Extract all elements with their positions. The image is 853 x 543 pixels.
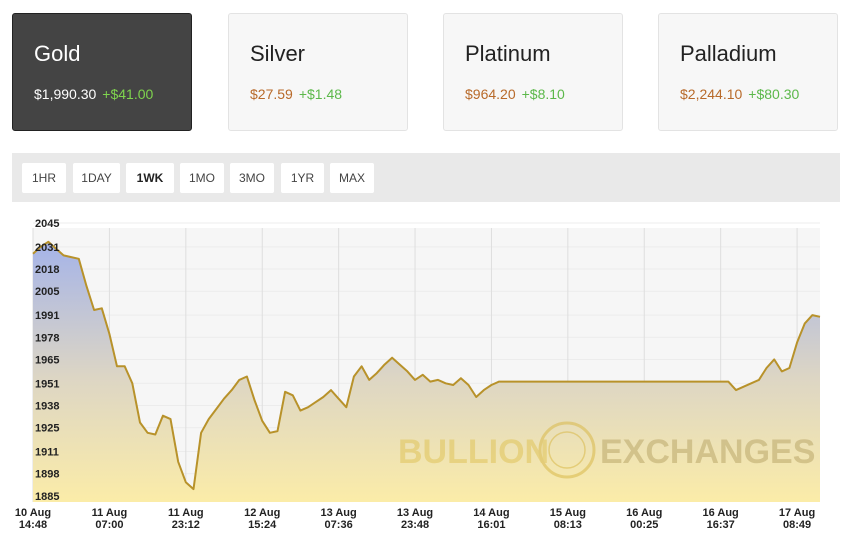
x-tick-label: 13 Aug 07:36 xyxy=(320,507,357,531)
area xyxy=(33,241,820,503)
metal-price: $27.59 xyxy=(250,86,293,102)
metal-card[interactable]: Palladium $2,244.10 +$80.30 xyxy=(658,13,838,131)
y-tick-label: 1898 xyxy=(35,469,59,481)
y-axis: 2045 2031 2018 2005 1991 1978 1965 1951 1938 1925… xyxy=(35,218,59,503)
price-row: $2,244.10 +$80.30 xyxy=(680,86,799,102)
x-tick-label: 10 Aug 14:48 xyxy=(14,507,52,531)
y-tick-label: 2045 xyxy=(35,218,59,230)
metal-card[interactable]: Platinum $964.20 +$8.10 xyxy=(443,13,623,131)
price-row: $964.20 +$8.10 xyxy=(465,86,565,102)
metal-change: +$1.48 xyxy=(298,86,343,102)
x-tick-label: 14 Aug 16:01 xyxy=(473,507,510,531)
metal-card[interactable]: Silver $27.59 +$1.48 xyxy=(228,13,408,131)
x-tick-label: 12 Aug 15:24 xyxy=(244,507,281,531)
y-tick-label: 1885 xyxy=(35,491,59,503)
y-tick-label: 1965 xyxy=(35,354,59,366)
metal-change: +$80.30 xyxy=(748,86,800,102)
range-button[interactable]: 1WK xyxy=(126,163,174,193)
watermark-text: BULLION xyxy=(398,433,549,471)
range-button[interactable]: 1YR xyxy=(281,163,324,193)
metal-name: Platinum xyxy=(465,41,551,66)
metal-change: +$8.10 xyxy=(521,86,565,102)
price-row: $1,990.30 +$41.00 xyxy=(34,86,153,102)
y-tick-label: 1978 xyxy=(35,332,59,344)
watermark: BULLION EXCHANGES xyxy=(398,421,815,479)
x-tick-label: 16 Aug 16:37 xyxy=(702,507,739,531)
watermark-text: EXCHANGES xyxy=(600,433,815,471)
y-tick-label: 1911 xyxy=(35,447,59,459)
x-tick-label: 13 Aug 23:48 xyxy=(396,507,434,531)
x-tick-label: 11 Aug 23:12 xyxy=(167,507,204,531)
y-tick-label: 1925 xyxy=(35,423,59,435)
range-button[interactable]: 1HR xyxy=(22,163,66,193)
range-toolbar: 1HR 1DAY 1WK 1MO 3MO 1YR MAX xyxy=(12,153,840,202)
x-tick-label: 17 Aug 08:49 xyxy=(778,507,816,531)
x-tick-label: 11 Aug 07:00 xyxy=(91,507,128,531)
range-button[interactable]: 1MO xyxy=(180,163,224,193)
y-tick-label: 1938 xyxy=(35,400,59,412)
range-button[interactable]: 3MO xyxy=(230,163,274,193)
metal-name: Silver xyxy=(250,41,306,66)
metal-price: $1,990.30 xyxy=(34,86,97,102)
range-button[interactable]: MAX xyxy=(330,163,374,193)
price-line xyxy=(32,240,821,491)
metal-price: $964.20 xyxy=(465,86,516,102)
watermark-logo xyxy=(548,431,586,469)
price-row: $27.59 +$1.48 xyxy=(250,86,342,102)
y-tick-label: 2018 xyxy=(35,264,59,276)
range-button[interactable]: 1DAY xyxy=(73,163,120,193)
y-tick-label: 2005 xyxy=(35,286,59,298)
y-tick-label: 1951 xyxy=(35,378,59,390)
watermark-logo xyxy=(538,421,596,479)
x-tick-label: 15 Aug 08:13 xyxy=(549,507,586,531)
y-tick-label: 1991 xyxy=(35,310,59,322)
metal-change: +$41.00 xyxy=(102,86,154,102)
metal-name: Gold xyxy=(34,41,81,66)
metal-card[interactable]: Gold $1,990.30 +$41.00 xyxy=(12,13,192,131)
series xyxy=(32,240,821,503)
metal-name: Palladium xyxy=(680,41,777,66)
y-tick-label: 2031 xyxy=(35,242,59,254)
x-tick-label: 16 Aug 00:25 xyxy=(626,507,663,531)
metal-price: $2,244.10 xyxy=(680,86,743,102)
